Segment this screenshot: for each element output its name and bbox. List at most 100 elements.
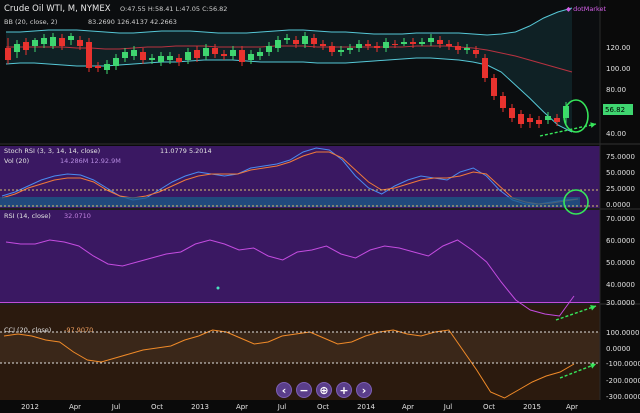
candle-body — [122, 52, 128, 58]
zoom-out-button[interactable]: − — [296, 382, 312, 398]
price-axis-tick: 40.00 — [606, 130, 626, 138]
annotation-arrow-price-head — [590, 122, 596, 128]
rsi-pane — [0, 210, 600, 303]
candle-body — [473, 50, 479, 54]
annotation-arrow-cci — [559, 363, 597, 379]
candle-body — [275, 40, 281, 48]
annotation-arrow-price — [539, 123, 597, 137]
annotation-circle-price — [563, 99, 589, 133]
cci-legend: CCI (20, close) — [4, 326, 51, 334]
rsi-axis-tick: 70.0000 — [606, 215, 635, 223]
zoom-in-button[interactable]: + — [336, 382, 352, 398]
stoch-legend: Stoch RSI (3, 3, 14, 14, close) — [4, 147, 100, 155]
reset-zoom-button[interactable]: ⊕ — [316, 382, 332, 398]
annotation-arrow-rsi — [555, 305, 597, 321]
candle-body — [563, 106, 569, 118]
price-axis-tick: 100.00 — [606, 65, 631, 73]
candle-body — [419, 42, 425, 44]
vol-legend: Vol (20) — [4, 157, 29, 165]
candle-body — [59, 38, 65, 46]
chart-watermark: ◆ dotMarket — [566, 5, 607, 13]
candle-body — [95, 66, 101, 68]
rsi-legend-values: 32.0710 — [64, 212, 91, 220]
candle-body — [194, 50, 200, 58]
last-price-text: 56.82 — [605, 106, 625, 114]
x-axis-label: 2012 — [21, 403, 39, 411]
scroll-left-button[interactable]: ‹ — [276, 382, 292, 398]
candle-body — [446, 44, 452, 46]
stoch-axis-tick: 50.0000 — [606, 169, 635, 177]
annotation-circle-stoch — [563, 189, 589, 215]
rsi-axis-tick: 40.0000 — [606, 281, 635, 289]
x-axis-label: Apr — [566, 403, 578, 411]
candle-body — [518, 114, 524, 124]
candle-body — [491, 78, 497, 96]
bollinger-middle-band — [6, 45, 573, 73]
stoch-d-line — [1, 151, 579, 205]
chart-navigation: ‹ − ⊕ + › — [276, 382, 372, 400]
cci-axis-tick: 100.0000 — [606, 329, 639, 337]
candle-body — [140, 52, 146, 60]
candle-body — [257, 52, 263, 56]
candle-body — [347, 48, 353, 50]
price-axis-tick: 80.00 — [606, 86, 626, 94]
candle-body — [266, 46, 272, 52]
price-axis-tick: 120.00 — [606, 44, 631, 52]
candle-body — [464, 48, 470, 50]
candle-body — [482, 58, 488, 78]
x-axis-label: 2015 — [523, 403, 541, 411]
bb-legend: BB (20, close, 2) — [4, 18, 57, 26]
candle-body — [365, 44, 371, 46]
candle-body — [113, 58, 119, 66]
candle-body — [554, 118, 560, 122]
x-axis-label: Apr — [402, 403, 414, 411]
cci-line — [3, 329, 575, 399]
x-axis-label: 2014 — [357, 403, 375, 411]
candle-body — [185, 52, 191, 60]
candle-body — [401, 42, 407, 44]
rsi-level-30-line — [0, 302, 600, 303]
scroll-right-button[interactable]: › — [356, 382, 372, 398]
cci-band — [0, 332, 600, 363]
rsi-legend: RSI (14, close) — [4, 212, 51, 220]
candle-body — [392, 44, 398, 45]
x-axis-label: Oct — [317, 403, 329, 411]
symbol-title: Crude Oil WTI, M, NYMEX — [4, 4, 111, 14]
candle-body — [104, 64, 110, 70]
candle-body — [158, 56, 164, 62]
candle-body — [428, 38, 434, 42]
candle-body — [14, 44, 20, 52]
rsi-line — [5, 239, 575, 317]
candle-body — [437, 40, 443, 44]
candle-body — [311, 38, 317, 44]
candle-body — [338, 50, 344, 52]
x-axis-label: Apr — [236, 403, 248, 411]
cci-axis-tick: -300.0000 — [606, 393, 640, 401]
stoch-legend-values: 11.0779 5.2014 — [160, 147, 212, 155]
bb-legend-values: 83.2690 126.4137 42.2663 — [88, 18, 177, 26]
rsi-marker-dot — [216, 286, 220, 290]
x-axis-label: Jul — [443, 403, 453, 411]
rsi-axis-tick: 50.0000 — [606, 259, 635, 267]
candle-body — [23, 42, 29, 50]
candle-body — [203, 48, 209, 56]
annotation-arrow-rsi-head — [590, 305, 596, 311]
candle-body — [41, 38, 47, 44]
x-axis-label: Apr — [69, 403, 81, 411]
candle-body — [221, 54, 227, 56]
stoch-axis-tick: 75.0000 — [606, 153, 635, 161]
candle-body — [5, 48, 11, 60]
stoch-axis-tick: 25.0000 — [606, 185, 635, 193]
candle-body — [509, 108, 515, 118]
candle-body — [455, 46, 461, 50]
vol-legend-values: 14.286M 12.92.9M — [60, 157, 121, 165]
candle-body — [86, 42, 92, 68]
candle-body — [500, 96, 506, 108]
x-axis-label: Oct — [483, 403, 495, 411]
cci-axis-tick: -100.0000 — [606, 360, 640, 368]
candle-body — [320, 44, 326, 46]
candle-body — [176, 58, 182, 62]
candle-body — [167, 56, 173, 60]
